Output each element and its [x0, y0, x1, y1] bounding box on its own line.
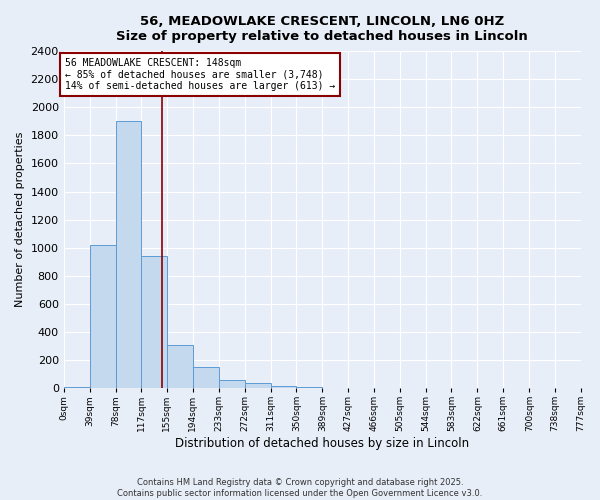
Bar — [167, 344, 193, 388]
Bar — [193, 367, 218, 388]
Y-axis label: Number of detached properties: Number of detached properties — [15, 132, 25, 308]
Bar — [64, 386, 89, 388]
Title: 56, MEADOWLAKE CRESCENT, LINCOLN, LN6 0HZ
Size of property relative to detached : 56, MEADOWLAKE CRESCENT, LINCOLN, LN6 0H… — [116, 15, 528, 43]
Text: Contains HM Land Registry data © Crown copyright and database right 2025.
Contai: Contains HM Land Registry data © Crown c… — [118, 478, 482, 498]
Text: 56 MEADOWLAKE CRESCENT: 148sqm
← 85% of detached houses are smaller (3,748)
14% : 56 MEADOWLAKE CRESCENT: 148sqm ← 85% of … — [65, 58, 335, 92]
Bar — [89, 245, 116, 388]
Bar — [218, 380, 245, 388]
Bar — [116, 122, 142, 388]
X-axis label: Distribution of detached houses by size in Lincoln: Distribution of detached houses by size … — [175, 437, 469, 450]
Bar — [142, 256, 167, 388]
Bar — [245, 382, 271, 388]
Bar — [271, 386, 296, 388]
